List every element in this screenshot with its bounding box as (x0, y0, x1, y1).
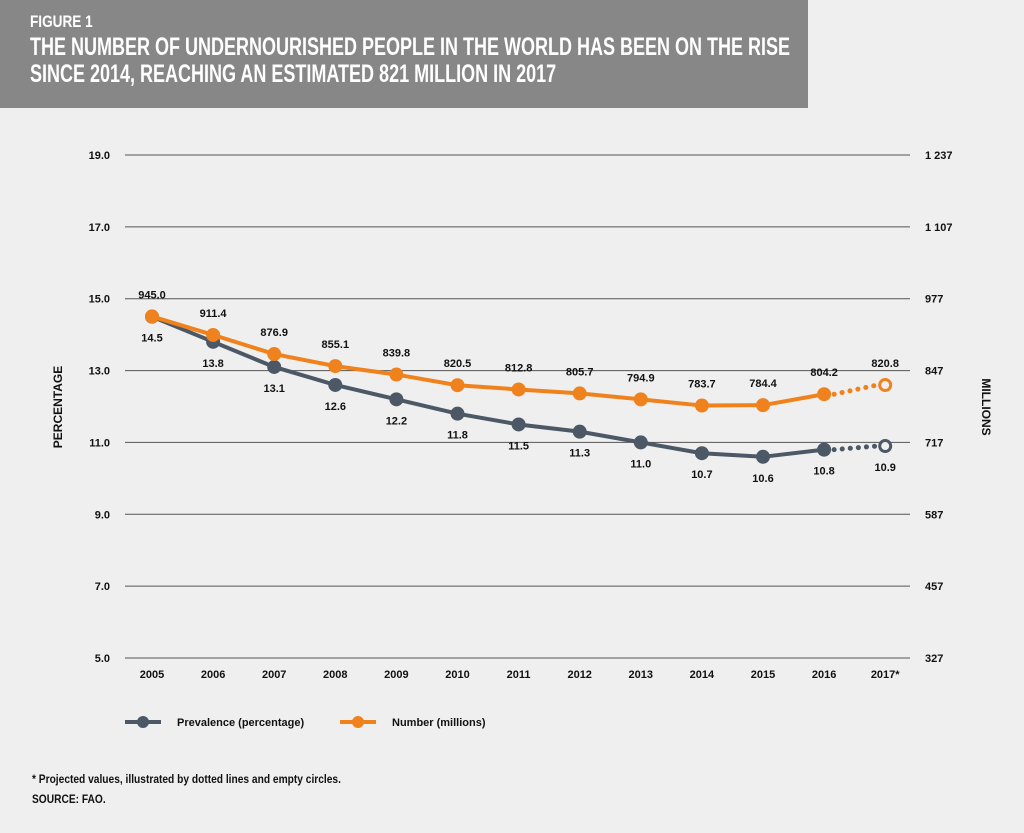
data-label: 10.9 (874, 462, 895, 474)
legend-marker (137, 716, 149, 728)
x-tick-label: 2011 (507, 669, 531, 681)
title-line-1: THE NUMBER OF UNDERNOURISHED PEOPLE IN T… (30, 33, 791, 61)
data-point (145, 309, 159, 324)
data-point (633, 392, 648, 407)
left-tick-label: 9.0 (95, 509, 110, 521)
series-line (151, 314, 825, 459)
x-tick-label: 2010 (445, 669, 469, 681)
left-tick-label: 5.0 (95, 653, 110, 665)
x-tick-label: 2014 (690, 669, 715, 681)
x-tick-label: 2013 (629, 669, 653, 681)
left-axis-label: PERCENTAGE (51, 366, 65, 448)
data-point (694, 446, 709, 461)
left-tick-label: 17.0 (89, 222, 110, 234)
data-point (694, 398, 709, 413)
data-label: 12.6 (325, 401, 346, 413)
data-point (328, 359, 343, 374)
data-point (817, 387, 832, 402)
data-label: 13.1 (263, 383, 284, 395)
right-tick-label: 847 (925, 366, 943, 378)
left-tick-label: 11.0 (89, 437, 110, 449)
x-tick-label: 2007 (262, 669, 286, 681)
data-point (389, 367, 404, 382)
right-tick-label: 1 107 (925, 222, 953, 234)
right-tick-label: 717 (925, 437, 943, 449)
x-tick-label: 2008 (323, 669, 347, 681)
data-label: 945.0 (138, 289, 166, 301)
data-point (633, 435, 648, 450)
data-label: 13.8 (202, 358, 223, 370)
data-label: 911.4 (200, 308, 228, 320)
data-label: 839.8 (383, 348, 411, 360)
data-label: 11.3 (569, 448, 590, 460)
data-label: 12.2 (386, 415, 407, 427)
figure-header: FIGURE 1 THE NUMBER OF UNDERNOURISHED PE… (0, 0, 808, 108)
data-point (267, 347, 282, 362)
data-label: 784.4 (749, 378, 777, 390)
legend-label: Prevalence (percentage) (177, 717, 305, 729)
left-tick-label: 13.0 (89, 366, 110, 378)
data-label: 11.8 (447, 430, 468, 442)
title-line-2: SINCE 2014, REACHING AN ESTIMATED 821 MI… (30, 60, 557, 88)
data-point (267, 359, 282, 374)
right-tick-label: 457 (925, 581, 943, 593)
x-tick-label: 2017* (871, 669, 900, 681)
right-tick-label: 977 (925, 294, 943, 306)
right-tick-label: 327 (925, 653, 943, 665)
data-label: 11.0 (630, 458, 651, 470)
data-point (572, 424, 587, 439)
x-tick-label: 2009 (384, 669, 408, 681)
footnote: * Projected values, illustrated by dotte… (32, 772, 341, 786)
projected-dotted-line (831, 443, 880, 453)
left-tick-label: 19.0 (89, 150, 110, 162)
data-point (572, 386, 587, 401)
projected-dotted-line (831, 382, 880, 397)
data-point (511, 417, 526, 432)
data-point (450, 378, 465, 393)
data-label: 14.5 (141, 333, 162, 345)
projected-data-point (878, 378, 893, 393)
data-point (511, 382, 526, 397)
data-label: 855.1 (322, 339, 350, 351)
x-tick-label: 2015 (751, 669, 775, 681)
x-tick-label: 2016 (812, 669, 836, 681)
data-label: 11.5 (508, 440, 529, 452)
data-point (756, 449, 770, 464)
legend-marker (352, 716, 364, 728)
data-label: 876.9 (260, 327, 288, 339)
figure-title: THE NUMBER OF UNDERNOURISHED PEOPLE IN T… (30, 34, 790, 88)
data-label: 783.7 (688, 379, 716, 391)
data-point (817, 442, 832, 457)
right-tick-label: 1 237 (925, 150, 953, 162)
right-axis-label: MILLIONS (979, 378, 993, 435)
data-label: 820.8 (871, 358, 899, 370)
data-label: 794.9 (627, 372, 655, 384)
data-label: 820.5 (444, 358, 472, 370)
data-label: 10.8 (813, 466, 834, 478)
projected-data-point (878, 439, 893, 454)
figure-label: FIGURE 1 (30, 12, 93, 31)
data-label: 10.6 (752, 473, 773, 485)
data-point (450, 406, 465, 421)
data-point (389, 392, 404, 407)
legend-label: Number (millions) (392, 717, 486, 729)
x-tick-label: 2012 (567, 669, 591, 681)
data-point (756, 398, 770, 413)
data-point (206, 327, 221, 342)
left-tick-label: 7.0 (95, 581, 110, 593)
source-note: SOURCE: FAO. (32, 792, 106, 806)
series-line (151, 314, 825, 408)
x-tick-label: 2005 (140, 669, 164, 681)
x-tick-label: 2006 (201, 669, 225, 681)
data-label: 805.7 (566, 366, 594, 378)
data-label: 812.8 (505, 362, 533, 374)
right-tick-label: 587 (925, 509, 943, 521)
left-tick-label: 15.0 (89, 294, 110, 306)
data-point (328, 377, 343, 392)
data-label: 804.2 (810, 367, 838, 379)
data-label: 10.7 (691, 469, 712, 481)
